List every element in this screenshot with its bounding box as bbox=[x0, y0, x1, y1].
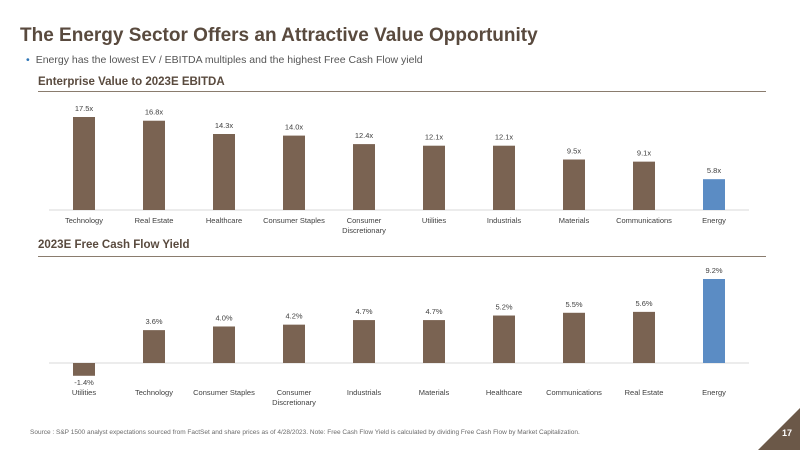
ev-ebitda-value-label-energy: 5.8x bbox=[707, 166, 721, 175]
fcf-yield-value-label-technology: 3.6% bbox=[145, 317, 162, 326]
ev-ebitda-category-label-real-estate: Real Estate bbox=[135, 216, 174, 225]
ev-ebitda-category-label-consumer-discretionary-line-2: Discretionary bbox=[342, 226, 386, 235]
ev-ebitda-bar-healthcare bbox=[213, 134, 235, 210]
ev-ebitda-bar-communications bbox=[633, 161, 655, 210]
fcf-yield-category-label-real-estate: Real Estate bbox=[625, 388, 664, 397]
ev-ebitda-value-label-utilities: 12.1x bbox=[425, 133, 444, 142]
ev-ebitda-value-label-communications: 9.1x bbox=[637, 149, 651, 158]
bullet-text: Energy has the lowest EV / EBITDA multip… bbox=[35, 54, 423, 66]
fcf-yield-category-label-communications: Communications bbox=[546, 388, 602, 397]
fcf-yield-bar-industrials bbox=[353, 320, 375, 363]
ev-ebitda-category-label-communications: Communications bbox=[616, 216, 672, 225]
ev-ebitda-category-label-industrials: Industrials bbox=[487, 216, 521, 225]
fcf-yield-title-rule bbox=[38, 256, 766, 257]
ev-ebitda-bar-materials bbox=[563, 159, 585, 210]
fcf-yield-value-label-energy: 9.2% bbox=[705, 266, 722, 275]
fcf-yield-category-label-materials: Materials bbox=[419, 388, 450, 397]
fcf-yield-category-label-consumer-discretionary-line-2: Discretionary bbox=[272, 398, 316, 407]
ev-ebitda-value-label-industrials: 12.1x bbox=[495, 133, 514, 142]
ev-ebitda-bar-energy bbox=[703, 179, 725, 210]
ev-ebitda-category-label-energy: Energy bbox=[702, 216, 726, 225]
ev-ebitda-value-label-technology: 17.5x bbox=[75, 104, 94, 113]
ev-ebitda-value-label-consumer-staples: 14.0x bbox=[285, 123, 304, 132]
fcf-yield-category-label-industrials: Industrials bbox=[347, 388, 381, 397]
fcf-yield-bar-healthcare bbox=[493, 315, 515, 363]
page-number: 17 bbox=[781, 428, 792, 438]
fcf-yield-category-label-technology: Technology bbox=[135, 388, 173, 397]
ev-ebitda-value-label-consumer-discretionary: 12.4x bbox=[355, 131, 374, 140]
ev-ebitda-bar-real-estate bbox=[143, 120, 165, 210]
fcf-yield-value-label-materials: 4.7% bbox=[425, 307, 442, 316]
source-footnote: Source : S&P 1500 analyst expectations s… bbox=[30, 429, 580, 436]
fcf-yield-category-label-energy: Energy bbox=[702, 388, 726, 397]
ev-ebitda-category-label-utilities: Utilities bbox=[422, 216, 446, 225]
fcf-yield-value-label-utilities: -1.4% bbox=[74, 378, 94, 387]
subtitle-bullet: • Energy has the lowest EV / EBITDA multi… bbox=[26, 54, 423, 66]
ev-ebitda-title-rule bbox=[38, 91, 766, 92]
fcf-yield-value-label-communications: 5.5% bbox=[565, 300, 582, 309]
ev-ebitda-bar-technology bbox=[73, 117, 95, 210]
ev-ebitda-category-label-consumer-staples: Consumer Staples bbox=[263, 216, 325, 225]
ev-ebitda-value-label-real-estate: 16.8x bbox=[145, 108, 164, 117]
fcf-yield-category-label-healthcare: Healthcare bbox=[486, 388, 522, 397]
fcf-yield-category-label-utilities: Utilities bbox=[72, 388, 96, 397]
fcf-yield-value-label-consumer-discretionary: 4.2% bbox=[285, 312, 302, 321]
fcf-yield-bar-real-estate bbox=[633, 311, 655, 363]
fcf-yield-category-label-consumer-staples: Consumer Staples bbox=[193, 388, 255, 397]
fcf-yield-bar-energy bbox=[703, 279, 725, 363]
ev-ebitda-value-label-healthcare: 14.3x bbox=[215, 121, 234, 130]
ev-ebitda-chart-title: Enterprise Value to 2023E EBITDA bbox=[38, 76, 225, 88]
ev-ebitda-category-label-technology: Technology bbox=[65, 216, 103, 225]
bullet-icon: • bbox=[26, 54, 30, 66]
ev-ebitda-category-label-healthcare: Healthcare bbox=[206, 216, 242, 225]
fcf-yield-value-label-industrials: 4.7% bbox=[355, 307, 372, 316]
fcf-yield-category-label-consumer-discretionary-line-1: Consumer bbox=[277, 388, 312, 397]
ev-ebitda-bar-utilities bbox=[423, 145, 445, 210]
fcf-yield-bar-materials bbox=[423, 320, 445, 363]
ev-ebitda-category-label-consumer-discretionary-line-1: Consumer bbox=[347, 216, 382, 225]
page-title: The Energy Sector Offers an Attractive V… bbox=[20, 25, 538, 46]
ev-ebitda-bar-industrials bbox=[493, 145, 515, 210]
fcf-yield-bar-utilities bbox=[73, 363, 95, 376]
fcf-yield-value-label-real-estate: 5.6% bbox=[635, 299, 652, 308]
ev-ebitda-bar-consumer-discretionary bbox=[353, 144, 375, 210]
fcf-yield-bar-communications bbox=[563, 312, 585, 363]
ev-ebitda-bar-consumer-staples bbox=[283, 135, 305, 210]
fcf-yield-chart-title: 2023E Free Cash Flow Yield bbox=[38, 239, 190, 251]
corner-decoration bbox=[758, 408, 800, 450]
fcf-yield-bar-consumer-staples bbox=[213, 326, 235, 363]
fcf-yield-value-label-consumer-staples: 4.0% bbox=[215, 313, 232, 322]
fcf-yield-bar-consumer-discretionary bbox=[283, 324, 305, 363]
ev-ebitda-value-label-materials: 9.5x bbox=[567, 147, 581, 156]
fcf-yield-value-label-healthcare: 5.2% bbox=[495, 303, 512, 312]
fcf-yield-bar-technology bbox=[143, 330, 165, 363]
ev-ebitda-category-label-materials: Materials bbox=[559, 216, 590, 225]
